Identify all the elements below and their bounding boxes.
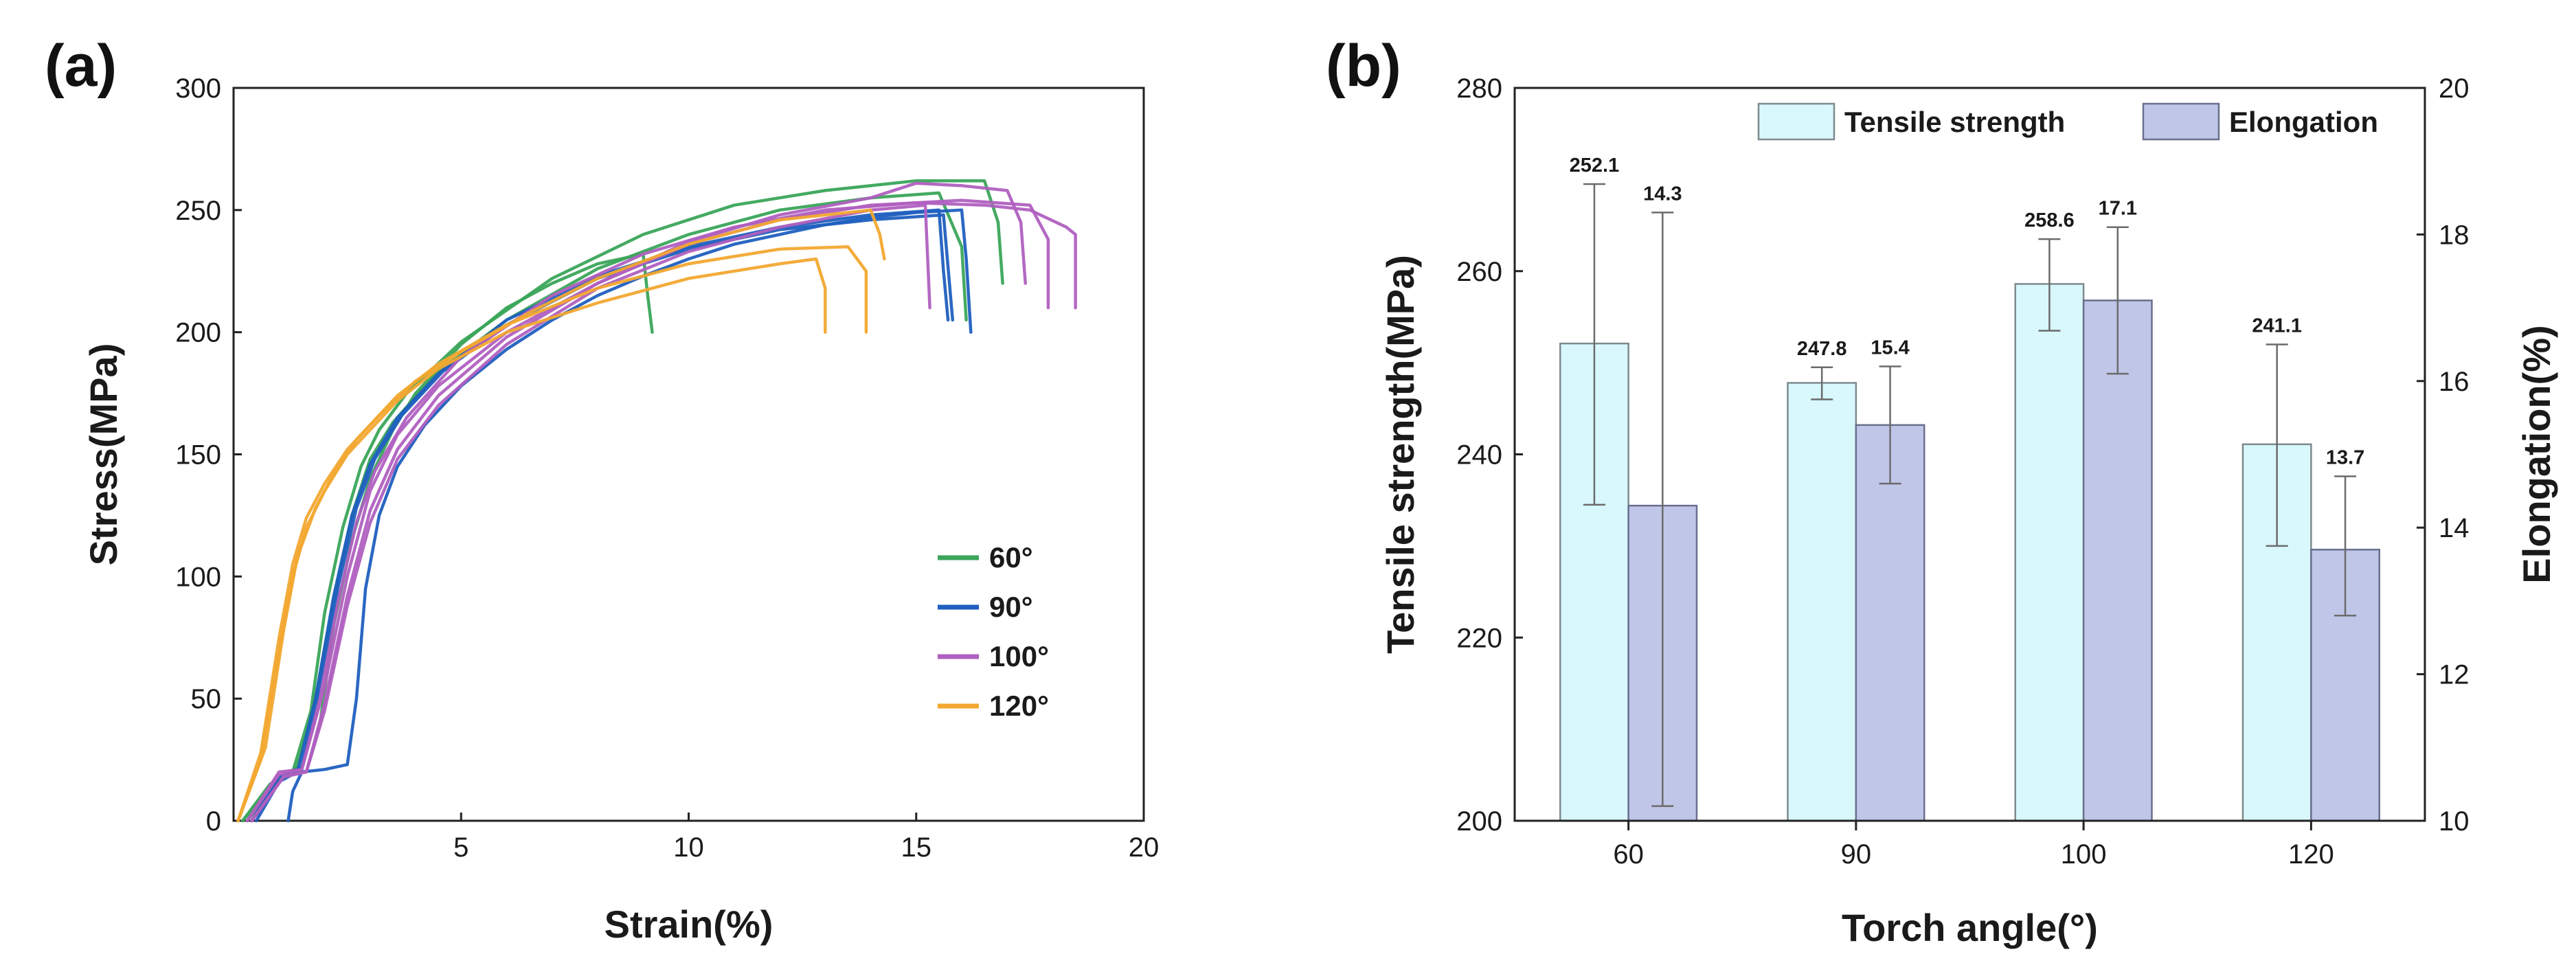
y-tick-label-a: 50 [191,684,222,714]
y-tick-label-right-b: 20 [2439,73,2470,104]
legend-swatch-b-tensile-strength [1757,102,1835,141]
stress-strain-curve-90deg-1 [286,208,973,823]
y-tick-label-left-b: 220 [1456,623,1502,653]
torch-angle-bar-panel: (b) 252.1 14.3 247.8 15.4 258.6 17.1 241.1 13.7… [1326,33,2558,949]
legend-label-a-60deg: 60° [989,541,1033,574]
y-axis-title-left-b: Tensile strength(MPa) [1379,255,1422,654]
x-tick-label-a: 5 [453,832,468,863]
bar-elongation-100 [2082,299,2153,822]
x-tick-label-a: 10 [673,832,704,863]
stress-strain-curve-100deg-4 [250,198,1050,823]
x-axis-title-a: Strain(%) [605,903,773,946]
y-axis-title-right-b: Elongation(%) [2515,325,2558,583]
stress-strain-curve-90deg-3 [250,213,955,823]
legend-label-a-100deg: 100° [989,640,1049,672]
legend-label-a-90deg: 90° [989,591,1033,623]
legend-a: 60° 90° 100° 120° [938,541,1049,722]
stress-strain-curve-120deg-1 [236,257,827,823]
y-tick-label-left-b: 260 [1456,257,1502,287]
y-tick-label-a: 300 [175,73,221,104]
x-tick-label-b: 120 [2288,839,2334,870]
y-tick-label-a: 100 [175,562,221,592]
y-tick-label-left-b: 240 [1456,440,1502,470]
data-label-60: 14.3 [1643,183,1682,205]
y-tick-label-a: 200 [175,318,221,348]
y-tick-label-left-b: 200 [1456,806,1502,837]
y-tick-label-a: 0 [206,806,221,837]
data-label-60: 252.1 [1570,155,1620,177]
x-tick-label-b: 100 [2061,839,2107,870]
y-tick-label-right-b: 10 [2439,806,2470,837]
curves-group [236,179,1077,823]
axis-ticks-b: 60 90 100 120 200 220 240 260 280 10 12 14 16 18 20 [1456,73,2469,870]
y-tick-label-right-b: 18 [2439,220,2470,250]
legend-label-b-tensile-strength: Tensile strength [1844,106,2065,138]
y-tick-label-a: 250 [175,196,221,226]
data-label-90: 247.8 [1797,338,1847,360]
stress-strain-curve-120deg-3 [236,208,886,823]
data-label-100: 258.6 [2024,209,2075,231]
data-label-100: 17.1 [2099,198,2137,220]
x-axis-title-b: Torch angle(°) [1842,906,2098,949]
bar-tensile-strength-100 [2014,283,2085,822]
y-tick-label-right-b: 16 [2439,367,2470,397]
x-tick-label-a: 20 [1129,832,1160,863]
y-tick-label-left-b: 280 [1456,73,1502,104]
legend-label-b-elongation: Elongation [2229,106,2378,138]
stress-strain-curve-90deg-2 [254,208,950,823]
bar-tensile-strength-90 [1787,382,1857,822]
y-tick-label-right-b: 14 [2439,513,2470,543]
y-axis-title-a: Stress(MPa) [82,343,125,566]
bar-elongation-90 [1855,424,1925,822]
panel-label-a: (a) [45,33,117,99]
stress-strain-curve-120deg-2 [236,245,868,823]
x-tick-label-a: 15 [901,832,932,863]
y-tick-label-a: 150 [175,440,221,470]
data-label-120: 241.1 [2252,315,2302,337]
panel-label-b: (b) [1326,33,1401,99]
legend-swatch-b-elongation [2142,102,2220,141]
data-label-120: 13.7 [2326,447,2364,469]
x-tick-label-b: 60 [1613,839,1644,870]
y-tick-label-right-b: 12 [2439,660,2470,690]
legend-label-a-120deg: 120° [989,690,1049,722]
bars-group: 252.1 14.3 247.8 15.4 258.6 17.1 241.1 13.7 [1559,155,2380,822]
legend-b: Tensile strength Elongation [1757,102,2378,141]
data-label-90: 15.4 [1871,337,1909,359]
x-tick-label-b: 90 [1841,839,1872,870]
